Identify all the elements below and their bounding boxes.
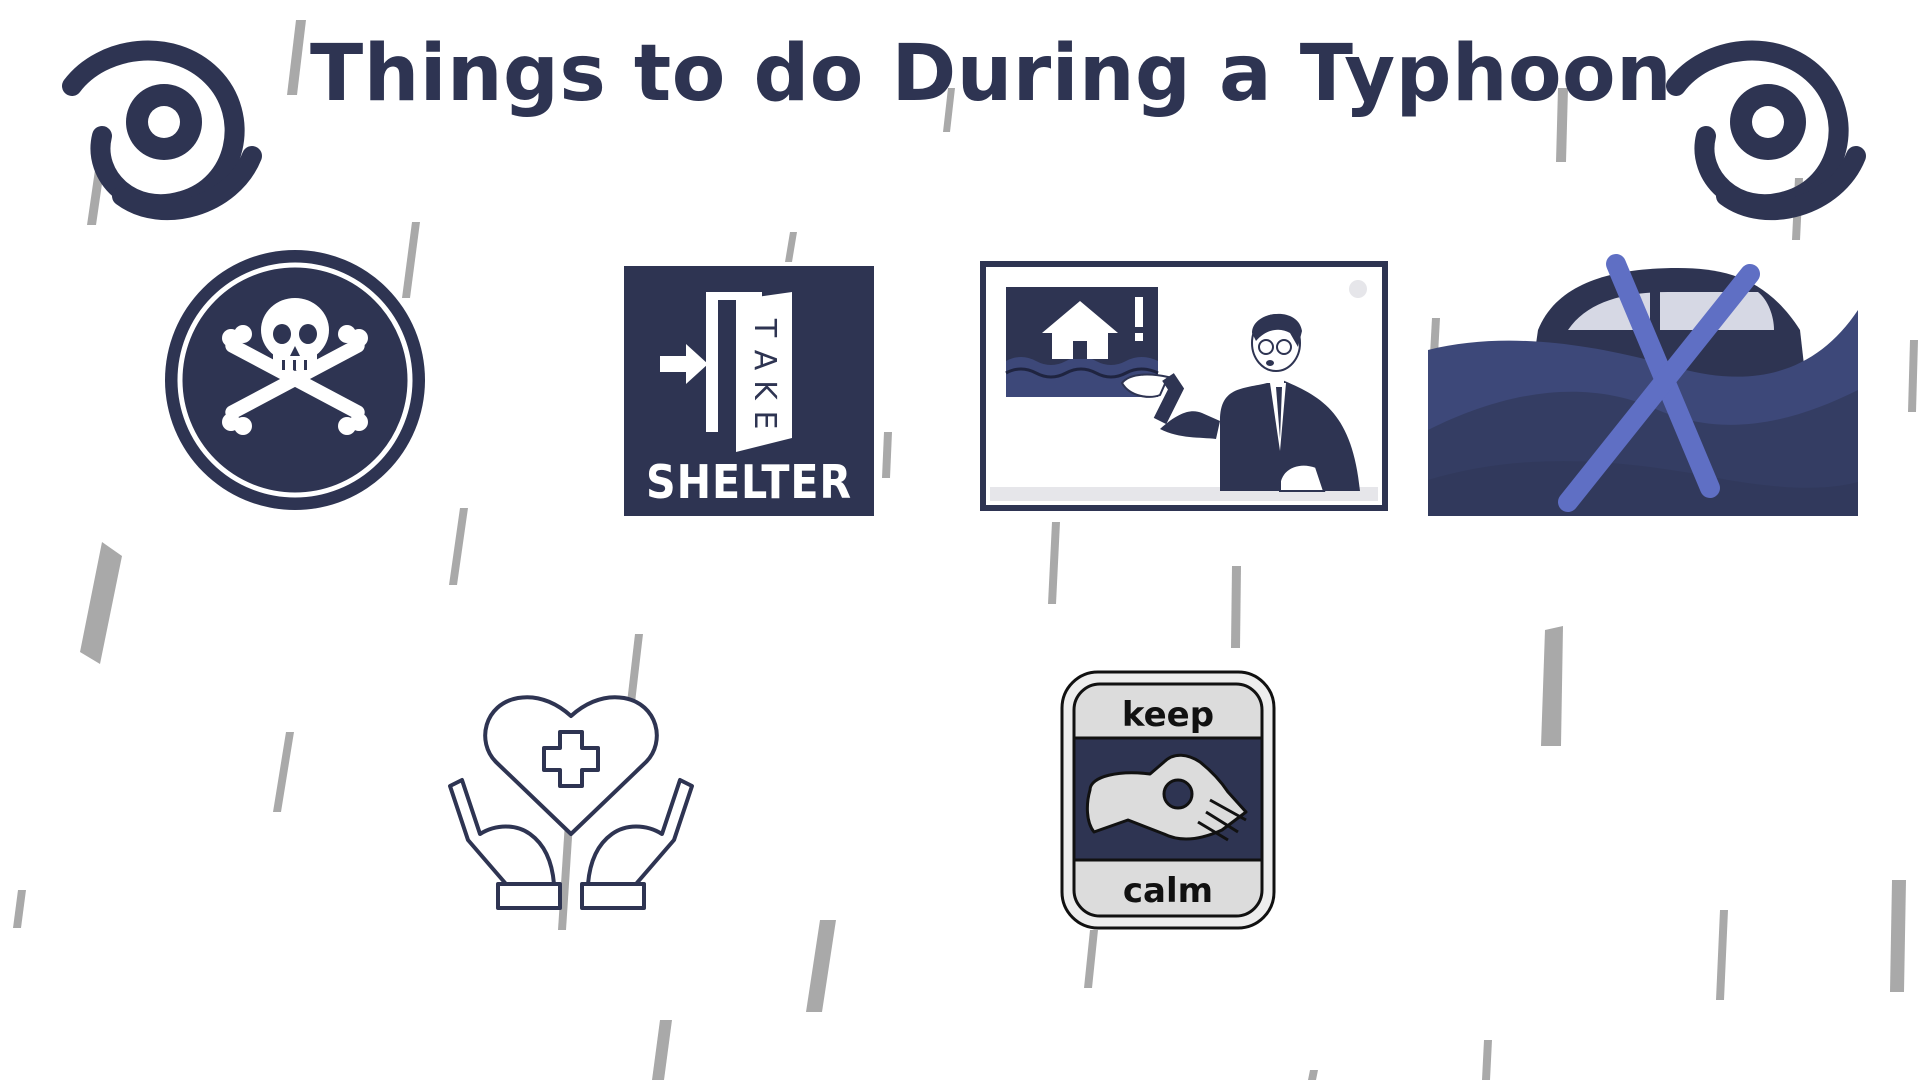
page-title: Things to do During a Typhoon: [310, 29, 1673, 119]
take-letter: A: [747, 350, 782, 371]
take-letter: K: [747, 380, 782, 401]
rain-streak: [785, 232, 797, 262]
rain-streak: [87, 170, 104, 225]
keep-calm-hand-sign-icon: keep calm: [1060, 670, 1276, 930]
rain-streak: [1556, 88, 1568, 162]
take-letter: T: [747, 318, 782, 338]
keep-label: keep: [1122, 695, 1214, 735]
rain-streak: [1482, 1040, 1492, 1080]
typhoon-icon: [62, 40, 262, 220]
take-letter: E: [747, 411, 782, 430]
rain-streak: [882, 432, 892, 478]
rain-streak: [287, 20, 306, 95]
rain-streak: [806, 920, 836, 1012]
flooded-car-crossed-out-icon: [1428, 254, 1858, 516]
rain-streak: [1231, 566, 1241, 648]
skull-crossbones-icon: [165, 250, 425, 510]
rain-streak: [1908, 340, 1918, 412]
rain-streak: [13, 890, 26, 928]
rain-streak: [1048, 522, 1060, 604]
rain-streak: [943, 88, 955, 132]
news-anchor-flood-alert-icon: [980, 261, 1388, 511]
calm-label: calm: [1123, 871, 1213, 911]
rain-streak: [652, 1020, 672, 1080]
hands-heart-medical-icon: [448, 695, 694, 910]
rain-streak: [449, 508, 468, 585]
rain-streak: [1716, 910, 1728, 1000]
take-shelter-door-icon: T A K E SHELTER: [624, 266, 874, 516]
typhoon-icon: [1666, 40, 1866, 220]
rain-streak: [1308, 1070, 1318, 1080]
rain-streak: [402, 222, 420, 298]
rain-streak: [1541, 626, 1563, 746]
rain-streak: [1890, 880, 1906, 992]
rain-streak: [80, 542, 122, 664]
shelter-label: SHELTER: [646, 455, 852, 509]
rain-streak: [273, 732, 294, 812]
rain-streak: [1084, 930, 1098, 988]
